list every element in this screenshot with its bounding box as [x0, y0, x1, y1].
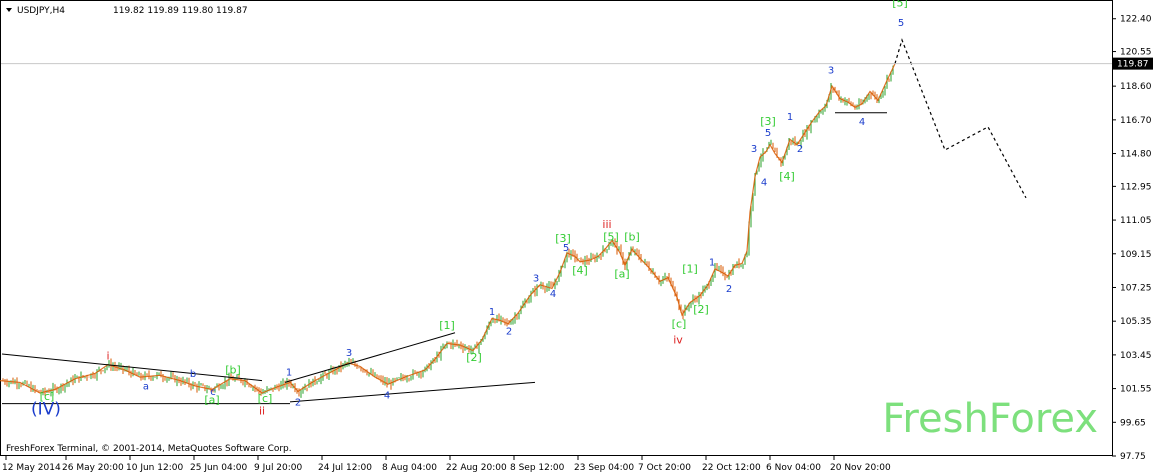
wave-label-blue: 2 [726, 284, 732, 295]
y-tick-label: 111.05 [1120, 216, 1152, 226]
x-tick-label: 26 May 20:00 [62, 463, 124, 473]
wave-label-blue: 1 [489, 307, 495, 318]
y-tick-label: 105.35 [1120, 317, 1152, 327]
forecast-line [894, 38, 1027, 199]
wave-label-green: [3] [555, 232, 571, 245]
copyright-text: FreshForex Terminal, © 2001-2014, MetaQu… [6, 444, 292, 454]
wave-label-green: [4] [572, 264, 588, 277]
y-tick-label: 118.60 [1120, 82, 1152, 92]
wave-label-blue: 2 [506, 326, 512, 337]
wave-label-green: [2] [693, 303, 709, 316]
y-tick-label: 107.25 [1120, 283, 1152, 293]
trendline [289, 381, 536, 403]
wave-label-green: [1] [439, 319, 455, 332]
wave-label-green: [b] [225, 364, 241, 377]
wave-label-green: [5] [892, 0, 908, 9]
y-tick-label: 101.55 [1120, 385, 1152, 395]
x-tick-label: 10 Jun 12:00 [126, 463, 183, 473]
y-axis: 122.40 120.55 118.60 116.70 114.80 112.95 111.… [1, 15, 1153, 462]
wave-label-green: [4] [779, 170, 795, 183]
x-tick-label: 9 Jul 20:00 [254, 463, 303, 473]
wave-label-blue: 1 [286, 367, 292, 378]
trendline [1, 353, 263, 382]
x-tick-label: 24 Jul 12:00 [318, 463, 372, 473]
wave-label-blue: 3 [533, 273, 539, 284]
wave-label-blue: 3 [828, 66, 834, 77]
wave-label-blue: 4 [384, 390, 390, 401]
wave-label-blue: 3 [751, 144, 757, 155]
y-tick-label: 116.70 [1120, 116, 1152, 126]
wave-label-green: [b] [624, 230, 640, 243]
wave-label-blue: 2 [295, 397, 301, 408]
wave-label-red: i [106, 349, 109, 362]
wave-label-blue: 1 [787, 112, 793, 123]
forecast-path [894, 38, 1027, 199]
x-tick-label: 8 Sep 12:00 [510, 463, 565, 473]
wave-label-red: iii [602, 218, 611, 231]
watermark: FreshForex [882, 396, 1098, 442]
ohlc-values: 119.82 119.89 119.80 119.87 [113, 6, 248, 16]
wave-label-green: [1] [682, 262, 698, 275]
wave-label-green: [c] [40, 390, 55, 403]
current-price-label: 119.87 [1117, 60, 1149, 70]
y-tick-label: 114.80 [1120, 150, 1152, 160]
price-candles [0, 63, 896, 398]
current-price-box [1113, 57, 1153, 70]
wave-label-blue: 1 [709, 257, 715, 268]
x-tick-label: 8 Aug 04:00 [382, 463, 437, 473]
x-tick-label: 6 Nov 04:00 [766, 463, 821, 473]
wave-label-blue: 5 [563, 243, 569, 254]
wave-label-blue: c [210, 387, 216, 398]
wave-label-green: [a] [614, 268, 629, 281]
wave-label-green: [5] [603, 230, 619, 243]
plot-area-frame [0, 0, 1113, 456]
x-tick-label: 12 May 2014 [2, 463, 61, 473]
wave-label-blue: 2 [797, 144, 803, 155]
wave-label-blue: 3 [346, 348, 352, 359]
y-tick-label: 103.45 [1120, 351, 1152, 361]
y-tick-label: 112.95 [1120, 182, 1152, 192]
y-tick-label: 99.65 [1120, 418, 1146, 428]
wave-label-blue: (IV) [31, 399, 61, 419]
wave-label-blue: 5 [898, 18, 904, 29]
wave-label-blue: 4 [550, 289, 556, 300]
wave-label-blue: 5 [765, 128, 771, 139]
y-tick-label: 97.75 [1120, 452, 1146, 462]
wave-label-red: ii [259, 404, 265, 417]
price-line [0, 63, 896, 394]
y-tick-label: 122.40 [1120, 15, 1152, 25]
wave-label-red: iv [673, 333, 683, 346]
x-tick-label: 22 Aug 20:00 [446, 463, 507, 473]
x-tick-label: 25 Jun 04:00 [190, 463, 247, 473]
symbol-menu-triangle-icon[interactable] [6, 8, 12, 12]
x-tick-label: 20 Nov 20:00 [830, 463, 891, 473]
wave-label-green: [2] [466, 351, 482, 364]
wave-label-blue: b [190, 369, 196, 380]
wave-label-green: [c] [672, 317, 687, 330]
y-tick-label: 120.55 [1120, 48, 1152, 58]
wave-label-blue: 4 [761, 177, 767, 188]
x-tick-label: 23 Sep 04:00 [574, 463, 634, 473]
trendlines [1, 112, 887, 405]
wave-label-blue: 4 [859, 117, 865, 128]
x-tick-label: 7 Oct 20:00 [638, 463, 691, 473]
wave-label-green: [3] [760, 115, 776, 128]
wave-label-green: [c] [258, 392, 273, 405]
x-axis: 12 May 2014 26 May 20:00 10 Jun 12:00 25 Ju… [2, 456, 891, 473]
x-tick-label: 22 Oct 12:00 [702, 463, 761, 473]
y-tick-label: 109.15 [1120, 250, 1152, 260]
symbol-label: USDJPY,H4 [17, 6, 65, 16]
wave-label-blue: a [143, 381, 149, 392]
wave-labels: (IV)[c]ia cb[a][b][c]ii1234[1][2]1234[3]5… [31, 0, 908, 419]
trendline [284, 332, 456, 383]
wave-label-green: [a] [204, 394, 219, 407]
